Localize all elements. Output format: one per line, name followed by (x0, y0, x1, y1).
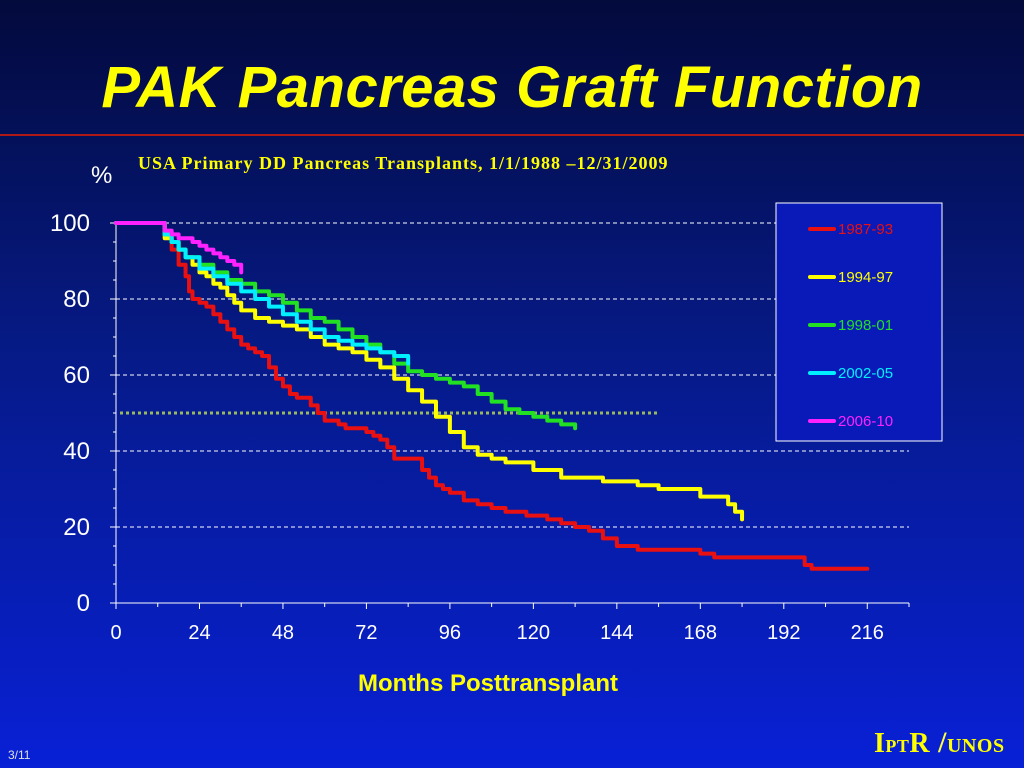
y-tick-label: 0 (77, 590, 90, 617)
slide-title: PAK Pancreas Graft Function (101, 55, 923, 120)
y-tick-label: 100 (50, 210, 90, 237)
legend-label-1998-01: 1998-01 (838, 317, 893, 334)
legend-label-1987-93: 1987-93 (838, 221, 893, 238)
x-tick-label: 24 (188, 622, 210, 644)
x-tick-label: 216 (851, 622, 884, 644)
series-line-1987-93 (114, 221, 870, 571)
x-tick-label: 192 (767, 622, 800, 644)
slide-page-number: 3/11 (8, 748, 31, 762)
y-tick-label: 20 (63, 514, 90, 541)
x-tick-label: 48 (272, 622, 294, 644)
title-divider (0, 134, 1024, 136)
legend-label-2002-05: 2002-05 (838, 365, 893, 382)
legend-label-1994-97: 1994-97 (838, 269, 893, 286)
y-tick-label: 40 (63, 438, 90, 465)
iptr-unos-logo: IPTR /UNOS (874, 726, 1005, 759)
y-tick-label: 60 (63, 362, 90, 389)
x-tick-label: 96 (439, 622, 461, 644)
y-tick-label: 80 (63, 286, 90, 313)
x-tick-label: 0 (110, 622, 121, 644)
x-tick-label: 120 (517, 622, 550, 644)
series-line-1994-97 (114, 221, 745, 522)
series-line-2006-10 (114, 221, 244, 275)
x-tick-label: 72 (355, 622, 377, 644)
x-tick-label: 168 (684, 622, 717, 644)
legend-box (775, 202, 943, 442)
y-axis-unit-label: % (91, 162, 113, 189)
legend-label-2006-10: 2006-10 (838, 413, 893, 430)
chart-subtitle: USA Primary DD Pancreas Transplants, 1/1… (138, 153, 669, 173)
x-tick-label: 144 (600, 622, 633, 644)
x-axis-title: Months Posttransplant (358, 670, 619, 697)
series-line-2002-05 (114, 221, 411, 366)
